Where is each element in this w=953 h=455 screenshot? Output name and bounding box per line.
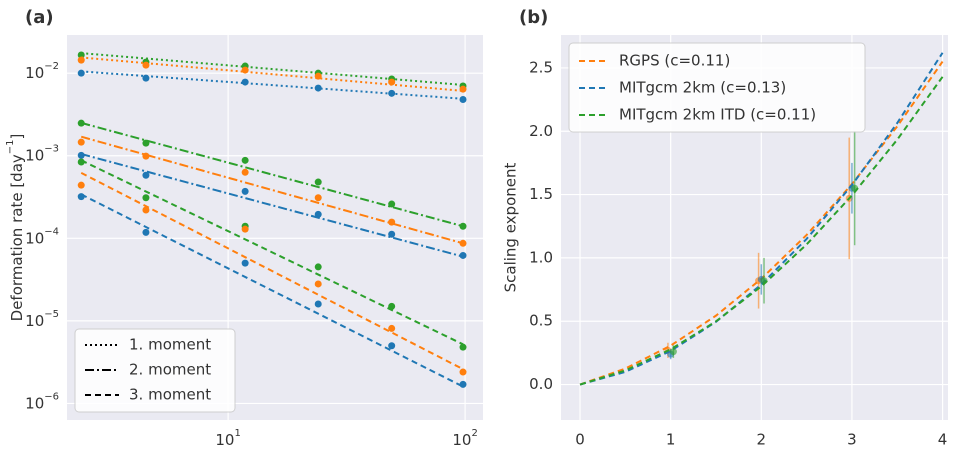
legend-box: [568, 42, 866, 133]
data-point: [142, 74, 150, 82]
y-axis-label: Scaling exponent: [502, 163, 520, 293]
data-point: [142, 194, 150, 202]
y-tick-label: 1.0: [529, 248, 553, 266]
data-point: [388, 78, 396, 86]
fit-line: [80, 121, 464, 228]
data-point: [77, 119, 85, 127]
data-point: [388, 324, 396, 332]
data-point: [669, 348, 677, 356]
series-line: [579, 76, 944, 386]
x-tick-label: 3: [847, 431, 857, 449]
panel-title: (a): [25, 7, 54, 28]
data-point: [77, 158, 85, 166]
y-tick-label: 10−3: [25, 144, 59, 165]
data-point: [241, 225, 249, 233]
series-line: [579, 52, 944, 386]
y-tick-label: 10−2: [25, 61, 59, 82]
data-point: [77, 151, 85, 159]
data-point: [314, 194, 322, 202]
y-tick-label: 2.0: [529, 122, 553, 140]
y-tick-label: 2.5: [529, 58, 553, 76]
data-point: [388, 230, 396, 238]
data-point: [77, 193, 85, 201]
data-point: [241, 259, 249, 267]
fit-line: [81, 56, 464, 92]
legend-label: MITgcm 2km ITD (c=0.11): [619, 106, 816, 124]
data-point: [142, 171, 150, 179]
data-point: [459, 85, 467, 93]
data-point: [314, 263, 322, 271]
data-point: [459, 343, 467, 351]
x-tick-label: 101: [215, 428, 240, 449]
fit-line: [81, 70, 464, 100]
data-point: [241, 187, 249, 195]
data-point: [459, 251, 467, 259]
y-tick-label: 0.0: [529, 375, 553, 393]
data-point: [314, 178, 322, 186]
legend-label: 1. moment: [129, 336, 211, 354]
x-tick-label: 0: [575, 431, 585, 449]
y-tick-label: 0.5: [529, 312, 553, 330]
data-point: [142, 206, 150, 214]
legend-label: RGPS (c=0.11): [619, 52, 730, 70]
data-point: [77, 56, 85, 64]
fit-line: [80, 135, 464, 245]
x-tick-label: 102: [452, 428, 477, 449]
legend-label: 2. moment: [129, 361, 211, 379]
fit-line: [80, 153, 464, 258]
data-point: [459, 222, 467, 230]
legend-label: MITgcm 2km (c=0.13): [619, 79, 786, 97]
legend-label: 3. moment: [129, 386, 211, 404]
data-point: [241, 78, 249, 86]
data-point: [388, 302, 396, 310]
y-tick-label: 1.5: [529, 185, 553, 203]
data-point: [77, 69, 85, 77]
data-point: [241, 168, 249, 176]
data-point: [459, 380, 467, 388]
data-point: [241, 156, 249, 164]
data-point: [142, 61, 150, 69]
y-axis-label: Deformation rate [day−1]: [5, 134, 26, 322]
data-point: [459, 95, 467, 103]
data-point: [388, 218, 396, 226]
data-point: [388, 89, 396, 97]
y-tick-label: 10−5: [25, 309, 59, 330]
data-point: [77, 138, 85, 146]
data-point: [77, 181, 85, 189]
y-tick-label: 10−4: [25, 226, 59, 247]
legend-box: [74, 328, 236, 413]
data-point: [142, 228, 150, 236]
data-point: [241, 66, 249, 74]
panel-title: (b): [519, 7, 548, 28]
fit-line: [80, 193, 464, 388]
data-point: [314, 280, 322, 288]
fit-line: [81, 52, 464, 86]
data-point: [314, 300, 322, 308]
data-point: [459, 368, 467, 376]
data-point: [388, 342, 396, 350]
data-point: [388, 200, 396, 208]
data-point: [142, 139, 150, 147]
data-point: [142, 152, 150, 160]
y-tick-label: 10−6: [25, 391, 59, 412]
fit-line: [80, 171, 464, 371]
fit-line: [80, 159, 464, 346]
x-tick-label: 2: [757, 431, 767, 449]
x-tick-label: 1: [666, 431, 676, 449]
data-point: [314, 84, 322, 92]
data-point: [459, 239, 467, 247]
data-point: [314, 210, 322, 218]
data-point: [314, 72, 322, 80]
x-tick-label: 4: [938, 431, 948, 449]
